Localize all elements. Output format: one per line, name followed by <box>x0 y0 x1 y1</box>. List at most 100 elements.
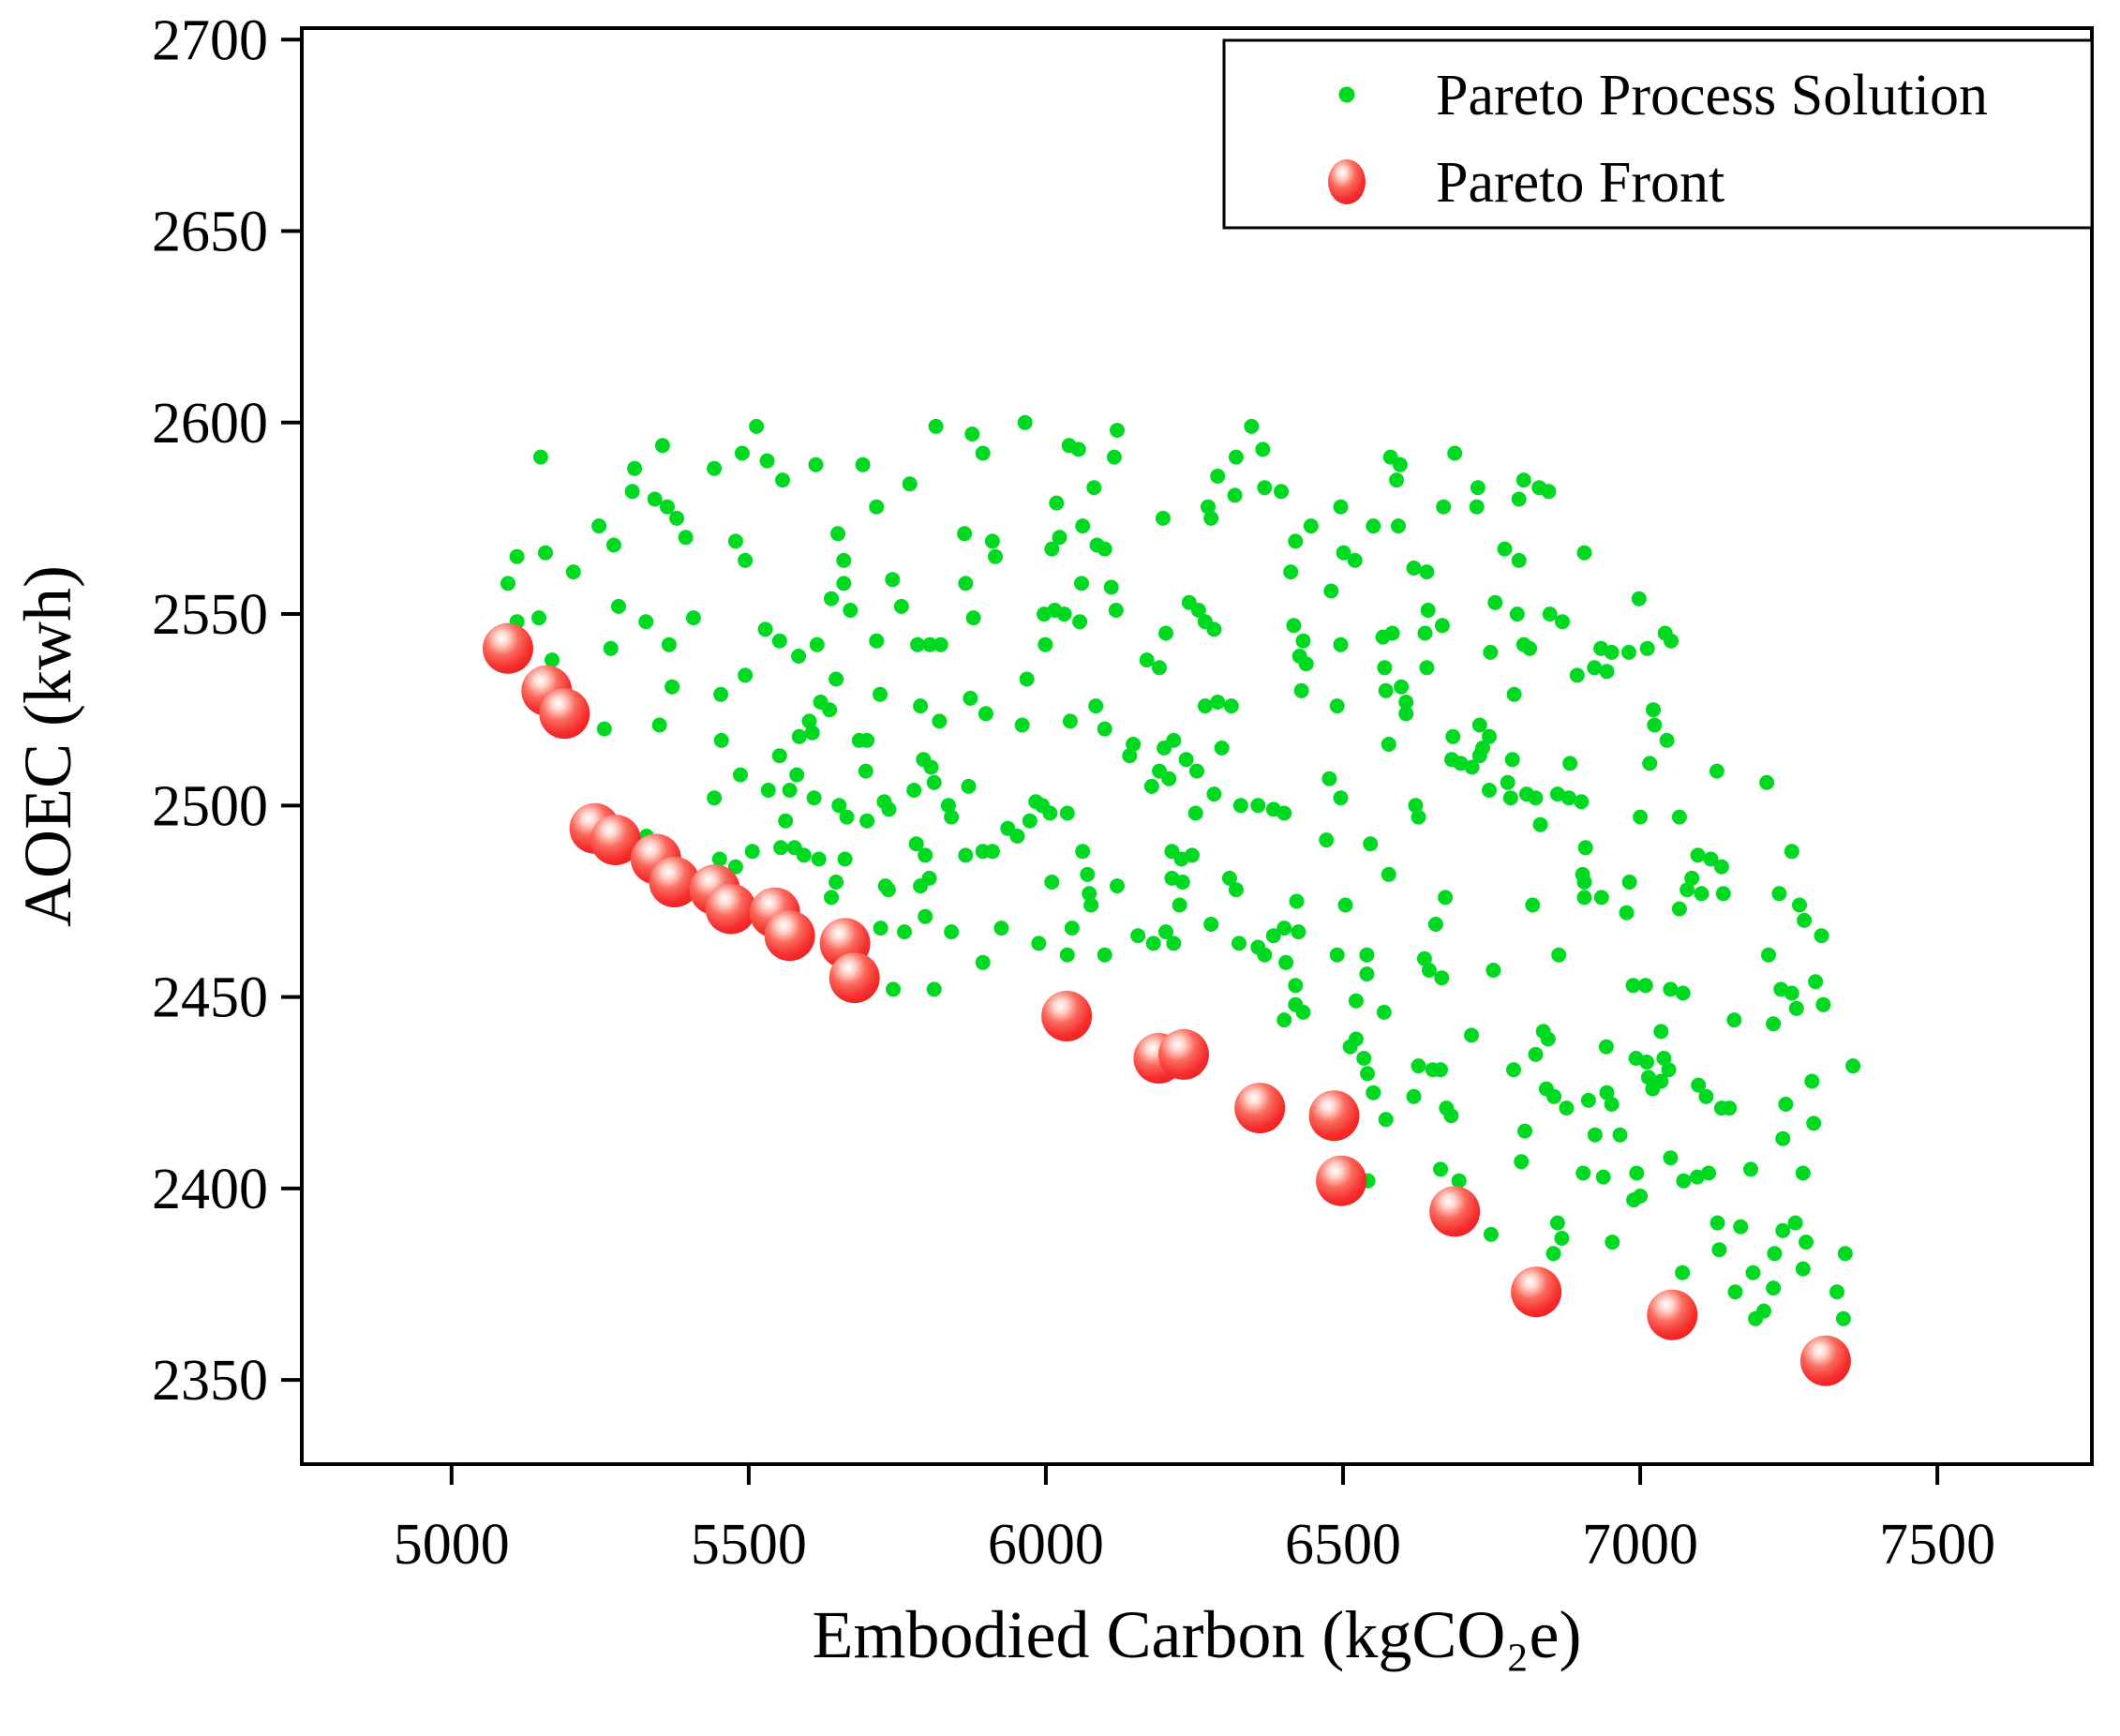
green-point <box>1766 1016 1782 1032</box>
green-point <box>713 686 729 702</box>
green-point <box>1506 1062 1521 1078</box>
green-point <box>713 732 729 748</box>
green-point <box>1799 1235 1814 1250</box>
x-tick-label: 6500 <box>1285 1513 1401 1577</box>
green-point <box>963 690 978 706</box>
green-point <box>1303 518 1319 534</box>
green-point <box>1559 1100 1575 1116</box>
green-point <box>647 491 663 507</box>
green-point <box>1337 897 1353 913</box>
green-point <box>1082 886 1097 902</box>
green-point <box>1190 603 1206 618</box>
green-point <box>964 427 980 441</box>
green-point <box>1555 614 1570 630</box>
green-point <box>1416 950 1432 966</box>
green-point <box>1295 633 1311 649</box>
green-point <box>958 576 974 591</box>
green-point <box>627 460 643 476</box>
green-point <box>1595 1169 1611 1185</box>
green-point <box>1158 625 1173 641</box>
green-point <box>727 533 743 549</box>
green-point <box>1604 644 1620 660</box>
green-point <box>1097 721 1112 737</box>
green-point <box>851 732 867 748</box>
red-point <box>1511 1266 1562 1318</box>
green-point <box>532 449 548 465</box>
green-point <box>1514 1154 1530 1170</box>
green-point <box>1711 1242 1727 1258</box>
green-point <box>1631 591 1647 606</box>
green-point <box>1659 732 1675 748</box>
green-point <box>830 526 845 542</box>
green-point <box>1214 741 1230 756</box>
green-point <box>1722 1100 1738 1116</box>
green-point <box>913 698 929 714</box>
green-point <box>932 713 948 729</box>
green-point <box>940 798 956 814</box>
green-point <box>902 476 918 492</box>
green-point <box>1703 851 1719 867</box>
green-point <box>1795 1261 1811 1277</box>
green-point <box>893 598 909 614</box>
green-point <box>1293 682 1309 698</box>
green-point <box>1158 924 1173 940</box>
green-point <box>1417 625 1433 641</box>
green-point <box>1625 978 1641 994</box>
green-point <box>565 564 581 580</box>
green-point <box>1298 656 1314 672</box>
green-point <box>922 636 938 652</box>
green-point <box>1642 756 1658 771</box>
green-point <box>1174 875 1190 890</box>
green-point <box>928 418 944 434</box>
green-point <box>1767 1246 1783 1262</box>
green-point <box>531 610 546 626</box>
green-point <box>811 851 827 867</box>
green-point <box>806 790 822 806</box>
green-point <box>836 576 852 591</box>
green-point <box>1434 618 1450 634</box>
green-point <box>1221 870 1237 886</box>
green-point <box>1727 1284 1743 1300</box>
green-point <box>804 725 820 741</box>
green-point <box>822 702 838 718</box>
green-point <box>749 418 765 434</box>
green-point <box>1715 886 1731 902</box>
green-point <box>961 778 977 794</box>
green-point <box>880 882 896 898</box>
green-point <box>926 981 942 997</box>
green-point <box>1206 786 1222 802</box>
green-point <box>923 759 939 775</box>
green-point <box>538 545 553 561</box>
x-tick-label: 7500 <box>1879 1513 1995 1577</box>
green-point <box>829 875 844 890</box>
green-point <box>1291 924 1306 940</box>
green-point <box>661 636 677 652</box>
green-point <box>801 713 817 729</box>
green-point <box>685 610 701 626</box>
green-point <box>545 652 560 668</box>
green-point <box>1542 606 1558 622</box>
green-point <box>1709 1215 1725 1231</box>
green-point <box>1671 901 1687 917</box>
green-point <box>782 783 798 798</box>
green-point <box>1549 1215 1565 1231</box>
green-point <box>1203 510 1219 526</box>
green-point <box>1470 480 1485 496</box>
green-point <box>796 847 812 863</box>
green-point <box>1056 606 1072 622</box>
legend-label-pareto-front: Pareto Front <box>1436 151 1724 215</box>
green-point <box>1408 798 1424 814</box>
green-point <box>1748 1310 1764 1326</box>
green-point <box>918 847 933 863</box>
green-point <box>1406 561 1422 576</box>
green-point <box>1797 912 1813 928</box>
green-point <box>1502 790 1518 806</box>
green-point <box>858 763 873 779</box>
red-point <box>1429 1186 1481 1237</box>
green-point <box>1360 1066 1375 1082</box>
green-point <box>1640 1070 1656 1085</box>
green-point <box>1329 947 1345 963</box>
green-point <box>1074 576 1089 591</box>
green-point <box>1427 917 1443 932</box>
